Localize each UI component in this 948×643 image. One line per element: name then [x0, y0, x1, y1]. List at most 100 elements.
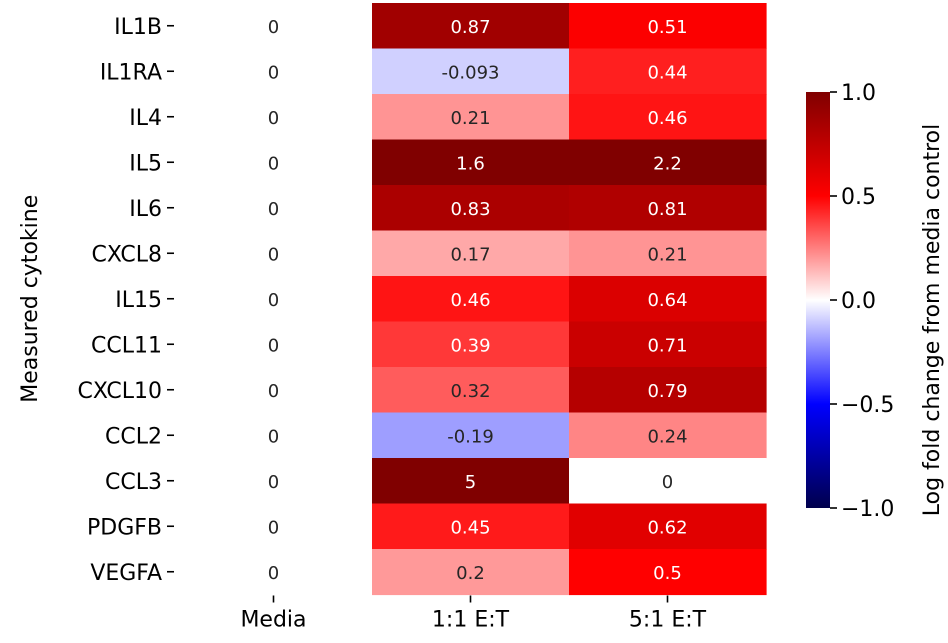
cell-value-label: 0.21 — [450, 108, 490, 129]
heatmap-cell — [175, 321, 373, 368]
colorbar-tick-label: 0.0 — [841, 289, 876, 314]
y-tick-label: CCL2 — [105, 424, 162, 449]
cell-value-label: -0.093 — [441, 62, 499, 83]
cell-value-label: 0 — [268, 153, 279, 174]
y-tick-label: IL4 — [129, 106, 162, 131]
cell-value-label: 0.39 — [450, 335, 490, 356]
heatmap-cell — [175, 3, 373, 50]
heatmap-cell — [569, 48, 767, 95]
cell-value-label: 0 — [268, 517, 279, 538]
heatmap-cell — [372, 458, 570, 505]
colorbar-label: Log fold change from media control — [920, 124, 945, 517]
heatmap-cell — [569, 503, 767, 550]
heatmap-cell — [372, 412, 570, 459]
y-tick-label: CXCL8 — [92, 242, 162, 267]
y-tick-label: IL5 — [129, 151, 162, 176]
y-tick-label: CCL11 — [91, 333, 162, 358]
y-tick-label: CCL3 — [105, 470, 162, 495]
cell-value-label: 0 — [268, 426, 279, 447]
cell-value-label: 0 — [268, 381, 279, 402]
cell-value-label: 0.51 — [647, 17, 687, 38]
cell-value-label: 0.5 — [653, 563, 682, 584]
cell-value-label: 0 — [268, 199, 279, 220]
cell-value-label: 0.24 — [647, 426, 687, 447]
colorbar — [806, 92, 830, 508]
heatmap-cell — [175, 367, 373, 414]
heatmap-cell — [569, 230, 767, 277]
colorbar-tick-label: 0.5 — [841, 185, 876, 210]
colorbar-tick-label: −0.5 — [841, 393, 894, 418]
heatmap-cell — [175, 549, 373, 596]
heatmap-cell — [569, 458, 767, 505]
cell-value-label: -0.19 — [447, 426, 494, 447]
heatmap-cell — [175, 503, 373, 550]
cell-value-label: 0.17 — [450, 244, 490, 265]
heatmap-cell — [372, 94, 570, 141]
heatmap-cell — [569, 94, 767, 141]
heatmap-cell — [569, 185, 767, 232]
x-tick-label: Media — [240, 608, 306, 633]
cell-value-label: 1.6 — [456, 153, 485, 174]
cell-value-label: 0.32 — [450, 381, 490, 402]
cell-value-label: 2.2 — [653, 153, 682, 174]
heatmap-cell — [372, 321, 570, 368]
cell-value-label: 0 — [268, 472, 279, 493]
y-axis-label: Measured cytokine — [18, 195, 43, 403]
heatmap-cell — [372, 185, 570, 232]
heatmap-cell — [569, 276, 767, 323]
heatmap-cell — [569, 321, 767, 368]
cell-value-label: 0.21 — [647, 244, 687, 265]
cell-value-label: 0.46 — [450, 290, 490, 311]
y-tick-label: IL1B — [114, 15, 162, 40]
cell-value-label: 0 — [268, 563, 279, 584]
heatmap-cell — [372, 503, 570, 550]
cell-value-label: 0.62 — [647, 517, 687, 538]
x-tick-label: 5:1 E:T — [629, 608, 707, 633]
cell-value-label: 0.71 — [647, 335, 687, 356]
cell-value-label: 0 — [662, 472, 673, 493]
heatmap-cell — [569, 3, 767, 50]
heatmap-cell — [372, 367, 570, 414]
heatmap-cell — [175, 94, 373, 141]
heatmap-cell — [372, 276, 570, 323]
cell-value-label: 5 — [465, 472, 476, 493]
cell-value-label: 0.79 — [647, 381, 687, 402]
y-tick-label: IL6 — [129, 197, 162, 222]
heatmap-cell — [175, 185, 373, 232]
x-tick-label: 1:1 E:T — [432, 608, 510, 633]
colorbar-tick-label: −1.0 — [841, 497, 894, 522]
cell-value-label: 0.2 — [456, 563, 485, 584]
y-tick-label: IL15 — [115, 288, 162, 313]
heatmap-cell — [372, 3, 570, 50]
cell-value-label: 0 — [268, 244, 279, 265]
heatmap-cell — [569, 549, 767, 596]
cell-value-label: 0 — [268, 62, 279, 83]
heatmap-cell — [175, 276, 373, 323]
heatmap-cell — [175, 412, 373, 459]
cell-value-label: 0.44 — [647, 62, 687, 83]
heatmap-cell — [372, 549, 570, 596]
cell-value-label: 0.81 — [647, 199, 687, 220]
cell-value-label: 0.87 — [450, 17, 490, 38]
cell-value-label: 0 — [268, 108, 279, 129]
cell-value-label: 0 — [268, 335, 279, 356]
y-tick-label: CXCL10 — [78, 379, 162, 404]
heatmap-cell — [175, 139, 373, 186]
colorbar-tick-label: 1.0 — [841, 81, 876, 106]
heatmap-cell — [569, 412, 767, 459]
cell-value-label: 0 — [268, 17, 279, 38]
cell-value-label: 0.45 — [450, 517, 490, 538]
cell-value-label: 0.64 — [647, 290, 687, 311]
heatmap-cell — [175, 230, 373, 277]
y-tick-label: VEGFA — [90, 561, 162, 586]
cell-value-label: 0.83 — [450, 199, 490, 220]
heatmap-cell — [569, 367, 767, 414]
heatmap-cell — [372, 139, 570, 186]
cell-value-label: 0 — [268, 290, 279, 311]
heatmap-cell — [372, 230, 570, 277]
heatmap-cell — [372, 48, 570, 95]
heatmap-cell — [175, 48, 373, 95]
y-tick-label: PDGFB — [87, 515, 162, 540]
heatmap-cell — [569, 139, 767, 186]
